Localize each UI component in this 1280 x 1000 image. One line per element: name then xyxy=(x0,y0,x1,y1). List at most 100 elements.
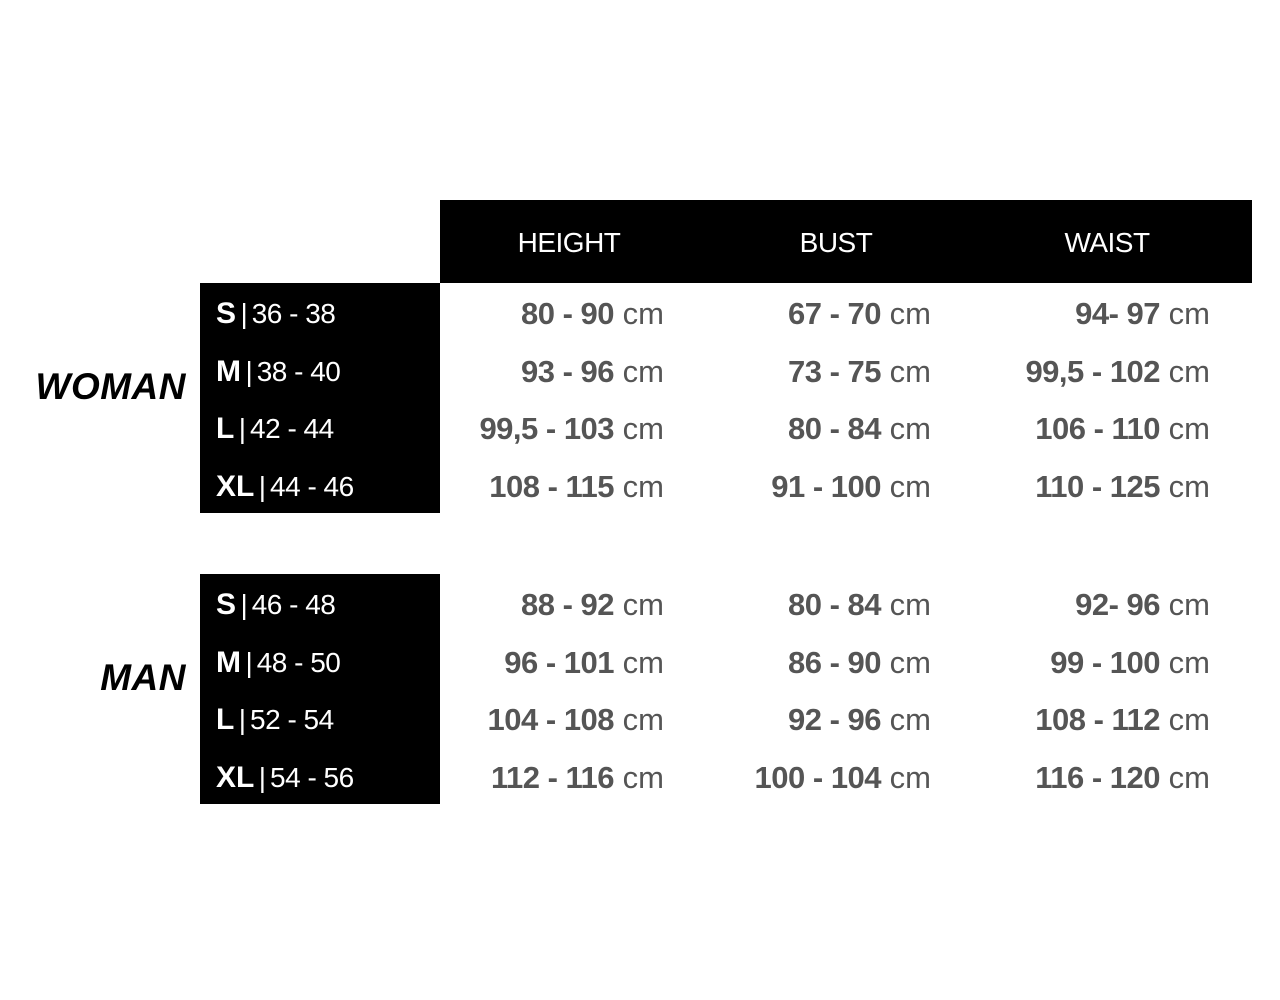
unit-label: cm xyxy=(889,702,931,737)
measurement-cell: 91 - 100 cm xyxy=(771,458,931,515)
measurement-value: 110 - 125 xyxy=(1035,468,1161,504)
size-label: XL | 54 - 56 xyxy=(216,749,354,806)
measurement-value: 92 - 96 xyxy=(788,702,882,737)
unit-label: cm xyxy=(622,644,664,680)
group-label-man: MAN xyxy=(100,657,186,698)
unit-label: cm xyxy=(622,296,664,331)
unit-label: cm xyxy=(622,759,664,795)
size-label: S | 46 - 48 xyxy=(216,576,336,633)
column-header-waist: WAIST xyxy=(1064,227,1150,258)
separator: | xyxy=(238,413,246,444)
size-range: 48 - 50 xyxy=(256,646,341,678)
measurement-value: 100 - 104 xyxy=(754,759,882,795)
measurement-cell: 116 - 120 cm xyxy=(1035,749,1210,806)
measurement-cell: 99 - 100 cm xyxy=(1050,634,1210,691)
unit-label: cm xyxy=(1168,296,1210,331)
size-letter: L xyxy=(216,412,235,445)
size-label: L | 52 - 54 xyxy=(216,691,334,748)
measurement-value: 86 - 90 xyxy=(788,644,882,680)
size-range: 42 - 44 xyxy=(250,413,334,444)
measurement-cell: 93 - 96 cm xyxy=(521,343,664,400)
measurement-cell: 106 - 110 cm xyxy=(1035,400,1210,457)
size-letter: M xyxy=(216,354,241,388)
measurement-cell: 112 - 116 cm xyxy=(491,749,664,806)
column-header-bar: HEIGHT BUST WAIST xyxy=(440,200,1252,283)
measurement-cell: 100 - 104 cm xyxy=(755,749,931,806)
size-range: 52 - 54 xyxy=(250,704,334,735)
measurement-value: 116 - 120 xyxy=(1035,759,1161,795)
measurement-cell: 92 - 96 cm xyxy=(788,691,931,748)
size-label: L | 42 - 44 xyxy=(216,400,334,457)
measurement-value: 93 - 96 xyxy=(521,353,615,389)
measurement-cell: 94- 97 cm xyxy=(1075,285,1210,342)
separator: | xyxy=(238,704,246,735)
size-label: M | 38 - 40 xyxy=(216,343,341,400)
measurement-value: 96 - 101 xyxy=(504,644,615,680)
measurement-cell: 86 - 90 cm xyxy=(788,634,931,691)
measurement-cell: 80 - 90 cm xyxy=(521,285,664,342)
separator: | xyxy=(240,589,248,620)
unit-label: cm xyxy=(889,644,931,680)
measurement-value: 80 - 90 xyxy=(521,296,615,331)
measurement-cell: 108 - 115 cm xyxy=(489,458,664,515)
measurement-cell: 96 - 101 cm xyxy=(504,634,664,691)
separator: | xyxy=(258,470,266,502)
group-label-woman: WOMAN xyxy=(35,366,186,407)
unit-label: cm xyxy=(889,468,931,504)
unit-label: cm xyxy=(1168,411,1210,446)
unit-label: cm xyxy=(889,296,931,331)
unit-label: cm xyxy=(1168,587,1210,622)
measurement-cell: 80 - 84 cm xyxy=(788,576,931,633)
size-letter: XL xyxy=(216,760,255,794)
size-letter: S xyxy=(216,297,237,330)
measurement-value: 80 - 84 xyxy=(788,587,882,622)
unit-label: cm xyxy=(622,587,664,622)
column-header-height: HEIGHT xyxy=(517,227,621,258)
size-range: 38 - 40 xyxy=(256,355,341,387)
measurement-cell: 73 - 75 cm xyxy=(788,343,931,400)
size-letter: S xyxy=(216,588,237,621)
unit-label: cm xyxy=(622,411,664,446)
separator: | xyxy=(240,298,248,329)
measurement-value: 91 - 100 xyxy=(771,468,882,504)
measurement-value: 108 - 115 xyxy=(489,468,615,504)
size-column-man: S | 46 - 48 M | 48 - 50 L | 52 - 54 XL | 54… xyxy=(200,574,440,804)
separator: | xyxy=(258,761,266,793)
unit-label: cm xyxy=(1168,468,1210,504)
measurement-value: 94- 97 xyxy=(1075,296,1161,331)
column-header-bust: BUST xyxy=(799,227,873,258)
measurement-value: 99 - 100 xyxy=(1050,644,1161,680)
size-range: 44 - 46 xyxy=(270,470,354,502)
size-range: 36 - 38 xyxy=(251,298,336,329)
measurement-value: 67 - 70 xyxy=(788,296,882,331)
unit-label: cm xyxy=(889,353,931,389)
separator: | xyxy=(245,646,253,678)
measurement-value: 106 - 110 xyxy=(1035,411,1161,446)
unit-label: cm xyxy=(889,411,931,446)
measurement-value: 73 - 75 xyxy=(788,353,882,389)
unit-label: cm xyxy=(889,759,931,795)
measurement-value: 92- 96 xyxy=(1075,587,1161,622)
size-letter: M xyxy=(216,645,241,679)
measurement-value: 104 - 108 xyxy=(487,702,615,737)
size-range: 46 - 48 xyxy=(251,589,336,620)
measurement-cell: 99,5 - 103 cm xyxy=(479,400,664,457)
size-column-woman: S | 36 - 38 M | 38 - 40 L | 42 - 44 XL | 44… xyxy=(200,283,440,513)
measurement-value: 88 - 92 xyxy=(521,587,615,622)
size-label: S | 36 - 38 xyxy=(216,285,336,342)
measurement-value: 80 - 84 xyxy=(788,411,882,446)
measurement-cell: 110 - 125 cm xyxy=(1035,458,1210,515)
unit-label: cm xyxy=(622,353,664,389)
measurement-value: 108 - 112 xyxy=(1035,702,1161,737)
measurement-cell: 88 - 92 cm xyxy=(521,576,664,633)
size-label: M | 48 - 50 xyxy=(216,634,341,691)
size-range: 54 - 56 xyxy=(270,761,354,793)
measurement-cell: 99,5 - 102 cm xyxy=(1025,343,1210,400)
measurement-cell: 108 - 112 cm xyxy=(1035,691,1210,748)
measurement-cell: 92- 96 cm xyxy=(1075,576,1210,633)
measurement-cell: 67 - 70 cm xyxy=(788,285,931,342)
measurement-cell: 104 - 108 cm xyxy=(488,691,664,748)
unit-label: cm xyxy=(1168,353,1210,389)
measurement-value: 112 - 116 xyxy=(490,759,615,795)
unit-label: cm xyxy=(622,702,664,737)
